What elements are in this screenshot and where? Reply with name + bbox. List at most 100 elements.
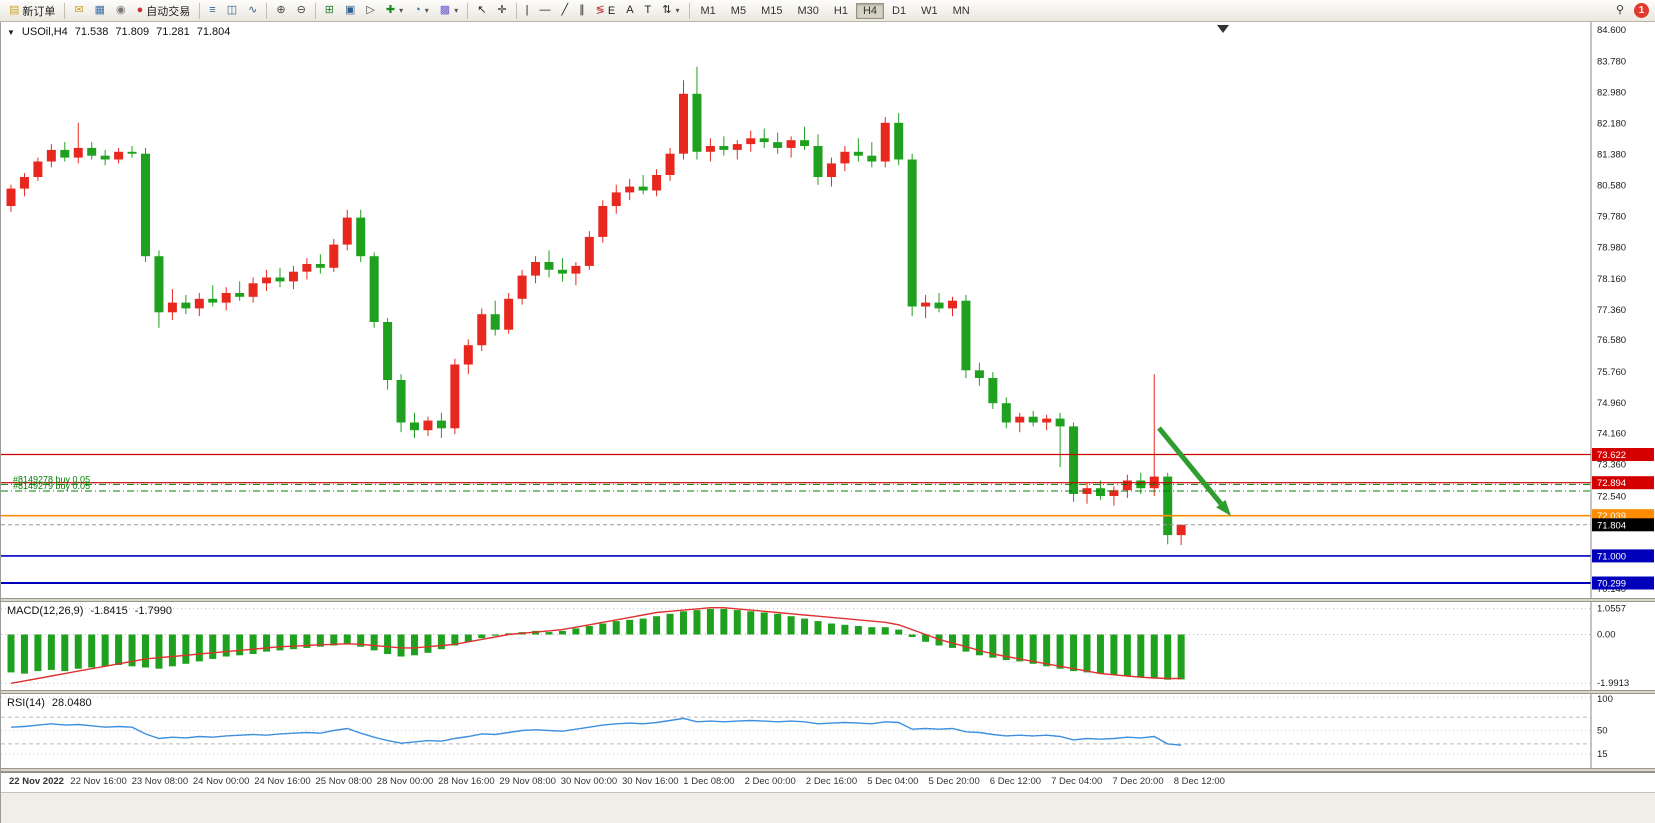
price-axis: 84.600 83.780 82.980 82.180 81.380 80.580 79.7… (1590, 22, 1655, 598)
svg-text:83.780: 83.780 (1597, 57, 1626, 68)
toolbar-separator (64, 2, 66, 19)
price-chart-svg[interactable]: #8149278 buy 0.05#8149279 buy 0.0584.600… (1, 22, 1655, 598)
market-watch-icon: ▦ (94, 4, 106, 16)
fibonacci-button[interactable]: ≶ E (591, 3, 621, 19)
chart-shift-button[interactable]: ▷ (361, 3, 379, 18)
svg-text:1.0557: 1.0557 (1597, 604, 1626, 615)
svg-text:71.000: 71.000 (1597, 551, 1626, 562)
trend-arrow-annotation[interactable] (1157, 426, 1231, 516)
arrows-button[interactable]: ⇅ ▾ (657, 3, 684, 18)
crosshair-button[interactable]: ✛ (492, 3, 511, 18)
trendline-button[interactable]: ╱ (557, 3, 574, 18)
time-axis[interactable]: 22 Nov 2022 22 Nov 16:00 23 Nov 08:00 24 No… (1, 772, 1655, 792)
ohlc-bars-button[interactable]: ≡ (204, 3, 220, 18)
panel-separator[interactable] (1, 690, 1655, 694)
new-order-icon: ▤ (9, 4, 20, 16)
auto-arrange-button[interactable]: ▣ (340, 3, 360, 18)
rsi-axis: 100 50 15 (1590, 694, 1655, 768)
horizontal-line-button[interactable]: — (535, 3, 556, 18)
search-icon: ⚲ (1615, 4, 1624, 16)
template-button[interactable]: ▩ ▾ (435, 3, 463, 18)
timeframe-d1-button[interactable]: D1 (892, 4, 907, 17)
svg-text:74.960: 74.960 (1597, 398, 1626, 409)
ohlc-open: 71.538 (74, 26, 109, 38)
period-button[interactable]: ◔ ▾ (409, 3, 434, 18)
add-indicator-button[interactable]: ✚ ▾ (381, 3, 408, 18)
timeframe-w1-button[interactable]: W1 (921, 4, 938, 17)
auto-trading-button[interactable]: ● 自动交易 (132, 1, 196, 21)
time-axis-label: 23 Nov 08:00 (131, 776, 189, 787)
timeframe-mn-button[interactable]: MN (952, 4, 970, 17)
svg-text:50: 50 (1597, 726, 1608, 737)
candles (6, 66, 1186, 546)
cursor-button[interactable]: ↖ (472, 3, 491, 18)
timeframe-m5-button[interactable]: M5 (730, 4, 747, 17)
market-watch-button[interactable]: ▦ (90, 3, 110, 18)
macd-signal-line (10, 606, 1182, 684)
template-icon: ▩ (439, 4, 451, 16)
ohlc-low: 71.281 (156, 26, 190, 38)
window-bottom (1, 792, 1655, 823)
level-lines[interactable] (1, 453, 1591, 584)
time-axis-label: 2 Dec 00:00 (744, 776, 796, 787)
text-button[interactable]: A (621, 3, 638, 18)
svg-text:80.580: 80.580 (1597, 181, 1626, 192)
timeframe-h1-button[interactable]: H1 (833, 4, 848, 17)
search-button[interactable]: ⚲ (1611, 3, 1629, 18)
timeframe-m15-button[interactable]: M15 (761, 4, 783, 17)
vertical-line-button[interactable]: | (521, 3, 534, 18)
period-icon: ◔ (414, 4, 421, 16)
label-button[interactable]: T (640, 3, 657, 18)
time-axis-label: 7 Dec 20:00 (1112, 776, 1164, 787)
time-axis-label: 24 Nov 00:00 (192, 776, 250, 787)
panel-separator[interactable] (1, 768, 1655, 772)
ohlc-close: 71.804 (196, 26, 231, 38)
tile-windows-button[interactable]: ⊞ (320, 3, 339, 18)
macd-svg[interactable]: 1.0557 0.00 -1.9913 (1, 602, 1655, 690)
timeframe-m1-button[interactable]: M1 (700, 4, 716, 17)
toolbar-separator (467, 2, 469, 19)
open-position-lines[interactable]: #8149278 buy 0.05#8149279 buy 0.05 (1, 474, 1591, 492)
zoom-out-button[interactable]: ⊖ (292, 3, 311, 18)
svg-text:74.160: 74.160 (1597, 429, 1626, 440)
time-axis-label: 25 Nov 08:00 (315, 776, 373, 787)
timeframe-h4-button[interactable]: H4 (855, 2, 884, 19)
candlestick-button[interactable]: ◫ (222, 3, 242, 18)
svg-text:75.760: 75.760 (1597, 367, 1626, 378)
dropdown-caret-icon[interactable]: ▾ (675, 6, 680, 15)
line-chart-button[interactable]: ∿ (243, 3, 262, 18)
svg-text:79.780: 79.780 (1597, 211, 1626, 222)
svg-text:82.180: 82.180 (1597, 119, 1626, 130)
macd-panel[interactable]: 1.0557 0.00 -1.9913 MACD(12,26,9) -1.8415 … (1, 602, 1655, 690)
price-chart-panel[interactable]: #8149278 buy 0.05 #8149279 buy 0.05 84.600… (1, 22, 1655, 598)
chart-menu-icon[interactable]: ▼ (7, 27, 15, 37)
time-axis-label: 6 Dec 12:00 (989, 776, 1042, 787)
notification-badge[interactable]: 1 (1634, 3, 1649, 18)
rsi-svg[interactable]: 100 50 15 (1, 694, 1655, 768)
chart-shift-marker[interactable] (1217, 25, 1229, 33)
channel-button[interactable]: ∥ (574, 3, 590, 18)
dropdown-caret-icon[interactable]: ▾ (424, 6, 429, 15)
line-chart-icon: ∿ (248, 4, 258, 16)
svg-text:70.299: 70.299 (1597, 579, 1626, 590)
svg-text:82.980: 82.980 (1597, 88, 1626, 99)
rsi-value: 28.0480 (51, 697, 92, 709)
new-order-button[interactable]: ▤ 新订单 (4, 1, 60, 21)
dropdown-caret-icon[interactable]: ▾ (454, 6, 459, 15)
zoom-in-button[interactable]: ⊕ (271, 3, 290, 18)
dropdown-caret-icon[interactable]: ▾ (399, 6, 404, 15)
toolbar-separator (688, 2, 690, 19)
time-axis-label: 1 Dec 08:00 (683, 776, 735, 787)
horizontal-line-icon: — (539, 4, 551, 16)
zoom-out-icon: ⊖ (296, 4, 306, 16)
auto-arrange-icon: ▣ (345, 4, 356, 16)
panel-separator[interactable] (1, 598, 1655, 602)
rsi-panel[interactable]: 100 50 15 RSI(14) 28.0480 (1, 694, 1655, 768)
rsi-line (10, 717, 1182, 746)
mail-icon: ✉ (74, 4, 84, 16)
svg-text:76.580: 76.580 (1597, 335, 1626, 346)
timeframe-m30-button[interactable]: M30 (797, 4, 819, 17)
mail-button[interactable]: ✉ (69, 3, 88, 18)
news-button[interactable]: ◉ (111, 3, 131, 18)
